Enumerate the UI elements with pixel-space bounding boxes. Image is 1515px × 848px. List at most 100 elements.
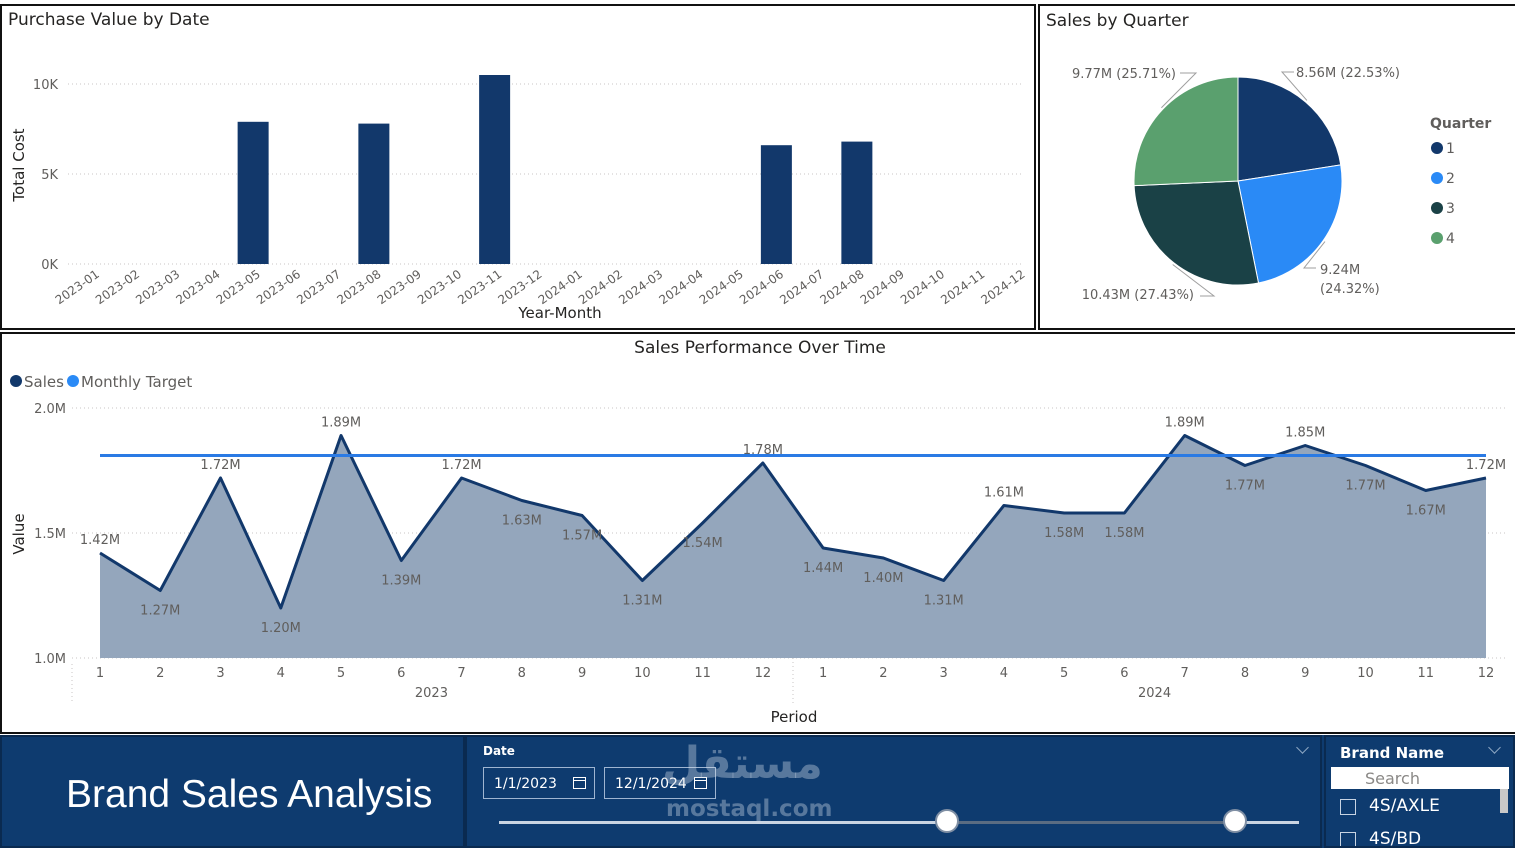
data-label: 1.40M <box>863 571 903 586</box>
x-tick-label: 6 <box>397 666 405 681</box>
purchase-value-chart-panel[interactable]: Purchase Value by Date 0K 5K 10K 2023-01 202… <box>0 4 1036 330</box>
bar[interactable] <box>760 145 792 264</box>
x-tick-label: 7 <box>457 666 465 681</box>
data-label: 1.77M <box>1345 479 1385 494</box>
brand-item-label: 4S/AXLE <box>1369 796 1440 816</box>
y-axis-title: Total Cost <box>10 128 28 202</box>
checkbox[interactable] <box>1340 832 1356 846</box>
sales-performance-panel[interactable]: Sales Performance Over Time Sales Monthly … <box>0 332 1515 734</box>
x-tick-label: 7 <box>1181 666 1189 681</box>
legend-marker[interactable] <box>1431 202 1443 214</box>
end-handle[interactable] <box>1223 809 1247 833</box>
legend-label[interactable]: 1 <box>1446 141 1455 157</box>
pie-slice[interactable] <box>1133 180 1260 286</box>
pie-slice[interactable] <box>1133 76 1239 187</box>
y-tick-label: 0K <box>41 258 58 273</box>
legend-label[interactable]: 2 <box>1446 171 1455 187</box>
data-label: 1.44M <box>803 561 843 576</box>
chevron-down-icon[interactable] <box>1296 741 1309 754</box>
start-date-input[interactable]: 1/1/2023 <box>483 767 595 799</box>
y-axis-title: Value <box>10 513 28 554</box>
data-label: 1.89M <box>1165 416 1205 431</box>
bar[interactable] <box>358 123 390 264</box>
data-label: 1.58M <box>1104 526 1144 541</box>
brand-slicer[interactable]: Brand Name 4S/AXLE 4S/BD <box>1324 735 1515 848</box>
calendar-icon[interactable] <box>694 777 707 789</box>
pie-data-label: 10.43M (27.43%) <box>1082 288 1194 303</box>
x-tick-label: 4 <box>277 666 285 681</box>
brand-slicer-label: Brand Name <box>1340 744 1445 762</box>
x-tick-label: 2023-02 <box>93 267 142 307</box>
y-tick-label: 5K <box>41 168 58 183</box>
x-tick-label: 2023-08 <box>334 267 383 307</box>
data-label: 1.63M <box>502 514 542 529</box>
sales-performance-chart: Sales Performance Over Time Sales Monthly … <box>10 338 1506 726</box>
x-tick-label: 4 <box>1000 666 1008 681</box>
pie-slice[interactable] <box>1237 76 1342 182</box>
data-label: 1.77M <box>1225 479 1265 494</box>
sales-by-quarter-panel[interactable]: Sales by Quarter 8.56M (22.53%) 9.24M (24.… <box>1038 4 1515 330</box>
legend-marker[interactable] <box>1431 142 1443 154</box>
calendar-icon[interactable] <box>573 777 586 789</box>
x-tick-label: 2024-09 <box>858 267 907 307</box>
data-label: 1.31M <box>924 594 964 609</box>
legend-label[interactable]: Sales <box>24 373 64 391</box>
x-tick-label: 2024-08 <box>817 267 866 307</box>
x-tick-label: 2024-02 <box>576 267 625 307</box>
y-tick-label: 1.5M <box>34 527 66 542</box>
x-tick-label: 2023-12 <box>495 267 544 307</box>
data-label: 1.20M <box>261 621 301 636</box>
bar[interactable] <box>237 121 269 264</box>
x-tick-label: 2024-12 <box>978 267 1027 307</box>
bar[interactable] <box>479 75 511 264</box>
data-label: 1.27M <box>140 604 180 619</box>
x-tick-label: 6 <box>1120 666 1128 681</box>
x-tick-label: 5 <box>337 666 345 681</box>
brand-search-input[interactable] <box>1331 767 1509 789</box>
bottom-banner: Brand Sales Analysis Date 1/1/2023 12/1/… <box>0 735 1515 848</box>
pie-data-label: 8.56M (22.53%) <box>1296 66 1400 81</box>
date-range-selected <box>947 821 1235 824</box>
legend-title: Quarter <box>1430 116 1491 132</box>
data-label: 1.78M <box>743 443 783 458</box>
x-tick-label: 2023-04 <box>173 267 222 307</box>
x-axis-title: Period <box>771 708 818 726</box>
data-label: 1.42M <box>80 533 120 548</box>
data-label: 1.67M <box>1406 504 1446 519</box>
pie-data-label: (24.32%) <box>1320 282 1380 297</box>
chevron-down-icon[interactable] <box>1488 741 1501 754</box>
pie-chart-title: Sales by Quarter <box>1046 11 1189 31</box>
x-tick-label: 5 <box>1060 666 1068 681</box>
data-label: 1.31M <box>622 594 662 609</box>
y-tick-label: 10K <box>33 78 59 93</box>
pie-slice[interactable] <box>1237 164 1343 284</box>
leader-line <box>1302 241 1326 269</box>
sales-line[interactable] <box>99 434 1487 610</box>
x-tick-label: 1 <box>96 666 104 681</box>
x-tick-label: 11 <box>694 666 711 681</box>
start-handle[interactable] <box>935 809 959 833</box>
x-tick-label: 2023-01 <box>53 267 102 307</box>
scrollbar[interactable] <box>1500 789 1508 813</box>
legend-marker[interactable] <box>1431 232 1443 244</box>
x-tick-label: 2024-01 <box>536 267 585 307</box>
brand-item-label: 4S/BD <box>1369 829 1422 848</box>
date-range-slider[interactable] <box>499 821 1299 824</box>
legend-label[interactable]: 4 <box>1446 231 1455 247</box>
legend-label[interactable]: 3 <box>1446 201 1455 217</box>
legend-marker[interactable] <box>67 375 79 387</box>
y-tick-label: 1.0M <box>34 652 66 667</box>
data-label: 1.72M <box>441 458 481 473</box>
legend-marker[interactable] <box>10 375 22 387</box>
x-tick-label: 12 <box>1478 666 1495 681</box>
x-tick-label: 2023-11 <box>455 267 504 307</box>
report-title-block: Brand Sales Analysis <box>0 735 465 848</box>
checkbox[interactable] <box>1340 799 1356 815</box>
bar-chart: 0K5K10K2023-012023-022023-032023-042023-… <box>10 75 1028 322</box>
legend-label[interactable]: Monthly Target <box>81 373 192 391</box>
bar[interactable] <box>841 141 873 264</box>
data-label: 1.61M <box>984 486 1024 501</box>
legend-marker[interactable] <box>1431 172 1443 184</box>
end-date-input[interactable]: 12/1/2024 <box>604 767 716 799</box>
date-slicer[interactable]: Date 1/1/2023 12/1/2024 <box>465 735 1322 848</box>
